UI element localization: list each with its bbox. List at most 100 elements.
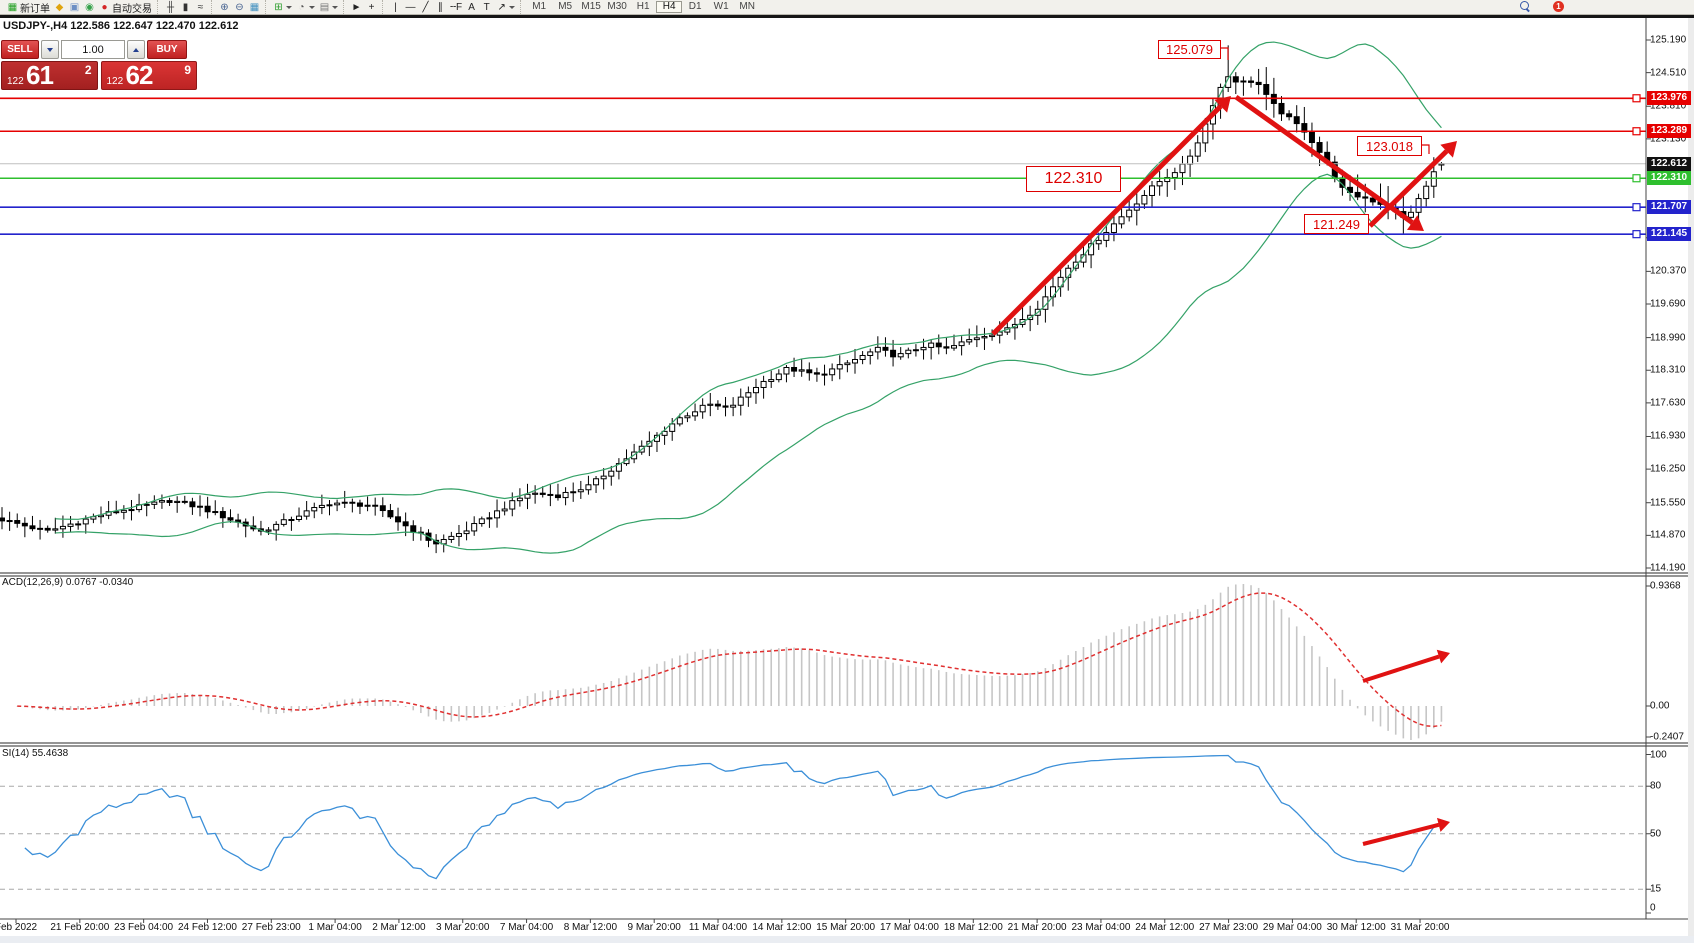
sell-price-tile[interactable]: 122 61 2	[1, 60, 98, 90]
search-icon[interactable]	[1520, 1, 1531, 13]
notification-badge[interactable]: 1	[1553, 1, 1564, 12]
vertical-line-button[interactable]: |	[388, 1, 403, 14]
zoom-out-button[interactable]: ⊖	[232, 1, 247, 14]
sell-price-prefix: 122	[7, 76, 24, 87]
buy-button[interactable]: BUY	[147, 40, 187, 59]
date-tick-label: 24 Feb 12:00	[177, 922, 237, 933]
new-order-button[interactable]: ▦ 新订单	[5, 1, 52, 15]
chevron-down-icon	[509, 5, 516, 9]
macd-indicator-label: ACD(12,26,9) 0.0767 -0.0340	[2, 577, 134, 588]
toolbar-right: 1	[1520, 1, 1564, 13]
date-tick-label: 27 Feb 23:00	[241, 922, 301, 933]
auto-trading-button[interactable]: ● 自动交易	[97, 1, 154, 15]
rsi-scale-label: 0	[1650, 902, 1656, 914]
window-divider	[0, 15, 1694, 18]
date-tick-label: 27 Mar 23:00	[1199, 922, 1259, 933]
tab-timeframe-m5[interactable]: M5	[558, 1, 573, 12]
buy-price-tile[interactable]: 122 62 9	[100, 60, 197, 90]
periods-button[interactable]: ◔	[294, 1, 317, 14]
search-handle	[1525, 8, 1530, 13]
trendline-icon: ╱	[422, 1, 429, 13]
volume-increase-button[interactable]	[127, 40, 145, 59]
trend-arrows[interactable]	[991, 94, 1457, 846]
horizontal-level-lines[interactable]	[0, 94, 1646, 239]
tile-windows-icon: ▦	[249, 1, 260, 13]
volume-decrease-button[interactable]	[41, 40, 59, 59]
data-window-button[interactable]: ▣	[67, 1, 82, 14]
crosshair-button[interactable]: +	[364, 1, 379, 14]
equidistant-channel-icon: ∥	[438, 1, 443, 13]
tab-timeframe-m30[interactable]: M30	[607, 1, 627, 12]
toolbar-group: ▦ 新订单 ◆ ▣ ◉ ● 自动交易	[0, 0, 157, 15]
cursor-button[interactable]: ►	[349, 1, 364, 14]
zoom-in-button[interactable]: ⊕	[217, 1, 232, 14]
sell-button[interactable]: SELL	[1, 40, 39, 59]
new-order-icon: ▦	[7, 1, 18, 13]
trendline-button[interactable]: ╱	[418, 1, 433, 14]
date-tick-label: Feb 2022	[0, 922, 38, 933]
tab-timeframe-h1[interactable]: H1	[636, 1, 650, 12]
macd-scale-label: -0.2407	[1650, 731, 1684, 743]
tab-timeframe-w1[interactable]: W1	[713, 1, 729, 12]
date-tick-label: 21 Feb 20:00	[50, 922, 110, 933]
arrows-objects-button[interactable]: ↗	[494, 1, 517, 14]
toolbar-group: ► +	[343, 0, 382, 14]
zoom-out-icon: ⊖	[235, 1, 244, 13]
date-tick-label: 29 Mar 04:00	[1262, 922, 1322, 933]
price-tick-label: 117.630	[1650, 397, 1686, 409]
date-tick-label: 17 Mar 04:00	[880, 922, 939, 933]
buy-price-main: 62	[125, 60, 154, 90]
price-annotation[interactable]: 122.310	[1026, 166, 1121, 192]
tab-timeframe-h4[interactable]: H4	[656, 1, 683, 13]
price-tick-label: 125.190	[1650, 34, 1687, 46]
data-window-icon: ▣	[69, 1, 80, 13]
navigator-icon: ◉	[85, 1, 94, 13]
toolbar-group: | — ╱ ∥ ╌F A T ↗	[382, 0, 520, 14]
price-badge: 121.707	[1647, 200, 1691, 215]
bar-chart-mode-button[interactable]: ╫	[163, 1, 178, 14]
tab-timeframe-m1[interactable]: M1	[532, 1, 547, 12]
new-chart-button[interactable]: ⊞	[271, 1, 294, 14]
horizontal-line-button[interactable]: —	[403, 1, 418, 14]
line-chart-mode-button[interactable]: ≈	[193, 1, 208, 14]
fibonacci-button[interactable]: ╌F	[448, 1, 464, 14]
date-tick-label: 23 Mar 04:00	[1071, 922, 1131, 933]
tile-windows-button[interactable]: ▦	[247, 1, 262, 14]
date-tick-label: 9 Mar 20:00	[627, 922, 681, 933]
toolbar-group: ⊞ ◔ ▤	[265, 0, 343, 14]
candlestick-chart-mode-icon: ▮	[182, 1, 189, 13]
date-tick-label: 11 Mar 04:00	[688, 922, 748, 933]
price-annotation[interactable]: 121.249	[1304, 214, 1369, 234]
status-strip	[0, 936, 1694, 943]
volume-input[interactable]: 1.00	[61, 40, 125, 59]
market-watch-button[interactable]: ◆	[52, 1, 67, 14]
rsi-scale-label: 15	[1650, 883, 1662, 895]
text-button[interactable]: A	[464, 1, 479, 14]
date-tick-label: 30 Mar 12:00	[1326, 922, 1386, 933]
price-tick-label: 114.870	[1650, 529, 1686, 541]
tab-timeframe-d1[interactable]: D1	[688, 1, 702, 12]
tab-timeframe-m15[interactable]: M15	[581, 1, 601, 12]
candlestick-series	[0, 45, 1445, 554]
date-tick-label: 14 Mar 12:00	[752, 922, 812, 933]
text-label-button[interactable]: T	[479, 1, 494, 14]
templates-button[interactable]: ▤	[317, 1, 340, 14]
cursor-icon: ►	[351, 1, 362, 13]
date-tick-label: 2 Mar 12:00	[372, 922, 426, 933]
equidistant-channel-button[interactable]: ∥	[433, 1, 448, 14]
price-tick-label: 118.990	[1650, 332, 1686, 344]
annotation-connector	[1420, 144, 1430, 154]
date-tick-label: 15 Mar 20:00	[816, 922, 876, 933]
navigator-button[interactable]: ◉	[82, 1, 97, 14]
annotation-connector	[1219, 47, 1229, 60]
vertical-line-icon: |	[394, 1, 397, 13]
candlestick-chart-mode-button[interactable]: ▮	[178, 1, 193, 14]
price-annotation[interactable]: 123.018	[1357, 136, 1422, 156]
chevron-down-icon	[47, 47, 53, 52]
price-annotation[interactable]: 125.079	[1158, 40, 1221, 59]
date-tick-label: 1 Mar 04:00	[308, 922, 362, 933]
chevron-down-icon	[309, 5, 315, 9]
price-tick-label: 116.930	[1650, 430, 1686, 442]
tab-timeframe-mn[interactable]: MN	[739, 1, 755, 12]
